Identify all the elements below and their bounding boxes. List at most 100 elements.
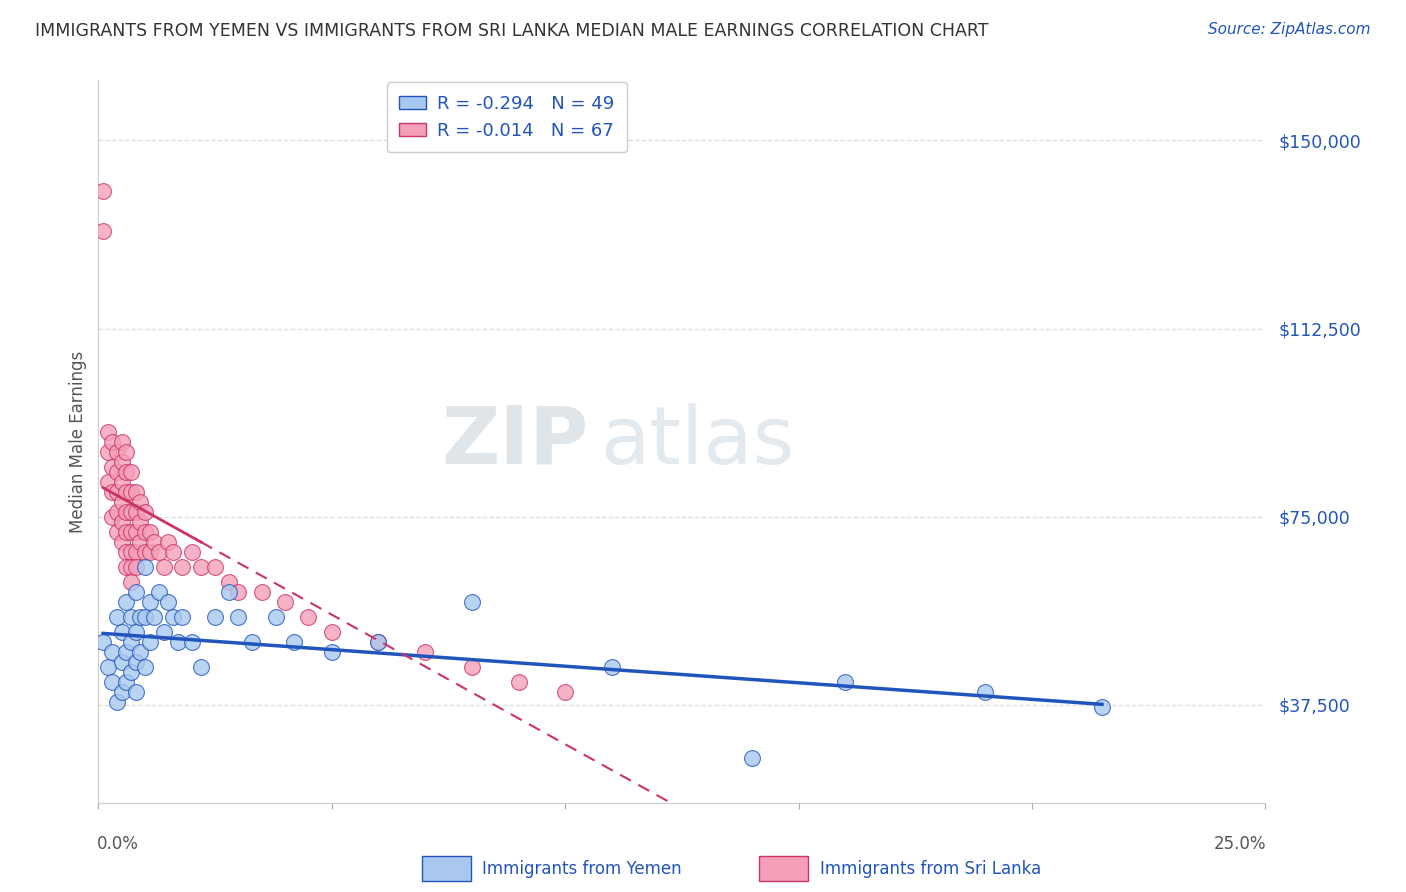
Point <box>125 625 148 640</box>
Point <box>105 696 128 710</box>
Point <box>274 595 297 609</box>
Point <box>134 524 156 539</box>
Point <box>321 625 343 640</box>
Point <box>129 534 152 549</box>
Point <box>190 660 212 674</box>
Point <box>283 635 305 649</box>
Point <box>105 465 128 479</box>
Point <box>367 635 389 649</box>
Point <box>120 524 142 539</box>
Point <box>1091 700 1114 714</box>
Point <box>129 515 152 529</box>
Point <box>97 444 120 458</box>
Y-axis label: Median Male Earnings: Median Male Earnings <box>69 351 87 533</box>
Point <box>148 585 170 599</box>
Point <box>204 560 226 574</box>
Point <box>111 534 134 549</box>
Point <box>134 505 156 519</box>
Point <box>120 484 142 499</box>
Point <box>115 545 138 559</box>
Text: ZIP: ZIP <box>441 402 589 481</box>
Point <box>105 444 128 458</box>
Point <box>166 635 188 649</box>
Point <box>139 545 162 559</box>
Point <box>125 505 148 519</box>
Point <box>115 645 138 659</box>
Point <box>111 685 134 699</box>
Text: Immigrants from Sri Lanka: Immigrants from Sri Lanka <box>820 860 1040 878</box>
Point <box>101 459 124 474</box>
Point <box>180 545 202 559</box>
Point <box>120 635 142 649</box>
Legend: R = -0.294   N = 49, R = -0.014   N = 67: R = -0.294 N = 49, R = -0.014 N = 67 <box>387 82 627 153</box>
Point <box>125 585 148 599</box>
Point <box>111 494 134 508</box>
Point <box>111 655 134 669</box>
Point <box>91 635 114 649</box>
Point <box>172 560 194 574</box>
Point <box>129 494 152 508</box>
Point <box>111 475 134 489</box>
Point <box>105 505 128 519</box>
Point <box>974 685 997 699</box>
Point <box>554 685 576 699</box>
Point <box>143 610 166 624</box>
Point <box>125 524 148 539</box>
Point <box>115 675 138 690</box>
Point <box>97 425 120 439</box>
Point <box>139 524 162 539</box>
Point <box>297 610 319 624</box>
Point <box>91 224 114 238</box>
Point <box>152 625 174 640</box>
Point <box>120 560 142 574</box>
Point <box>111 434 134 449</box>
Point <box>152 560 174 574</box>
Point <box>105 484 128 499</box>
Point <box>101 645 124 659</box>
Point <box>250 585 273 599</box>
Point <box>120 545 142 559</box>
Point <box>461 595 484 609</box>
Text: 0.0%: 0.0% <box>97 835 139 854</box>
Point <box>134 545 156 559</box>
Point <box>91 184 114 198</box>
Point <box>172 610 194 624</box>
Point <box>461 660 484 674</box>
Point <box>101 434 124 449</box>
Point <box>264 610 287 624</box>
Point <box>834 675 856 690</box>
Text: IMMIGRANTS FROM YEMEN VS IMMIGRANTS FROM SRI LANKA MEDIAN MALE EARNINGS CORRELAT: IMMIGRANTS FROM YEMEN VS IMMIGRANTS FROM… <box>35 22 988 40</box>
Point <box>242 635 264 649</box>
Point <box>125 655 148 669</box>
Point <box>143 534 166 549</box>
Point <box>120 505 142 519</box>
Point <box>218 585 240 599</box>
Point <box>134 560 156 574</box>
Point <box>125 545 148 559</box>
Text: 25.0%: 25.0% <box>1213 835 1267 854</box>
Point <box>101 484 124 499</box>
Point <box>367 635 389 649</box>
Point <box>228 585 250 599</box>
Point <box>125 560 148 574</box>
Point <box>97 660 120 674</box>
Point <box>162 610 184 624</box>
Point <box>204 610 226 624</box>
Point <box>162 545 184 559</box>
Point <box>148 545 170 559</box>
Point <box>228 610 250 624</box>
Point <box>125 484 148 499</box>
Point <box>115 595 138 609</box>
Point <box>129 645 152 659</box>
Text: atlas: atlas <box>600 402 794 481</box>
Point <box>741 750 763 764</box>
Point <box>115 484 138 499</box>
Point <box>120 610 142 624</box>
Text: Source: ZipAtlas.com: Source: ZipAtlas.com <box>1208 22 1371 37</box>
Point <box>190 560 212 574</box>
Point <box>129 610 152 624</box>
Point <box>111 454 134 468</box>
Point <box>97 475 120 489</box>
Point <box>111 625 134 640</box>
Point <box>115 524 138 539</box>
